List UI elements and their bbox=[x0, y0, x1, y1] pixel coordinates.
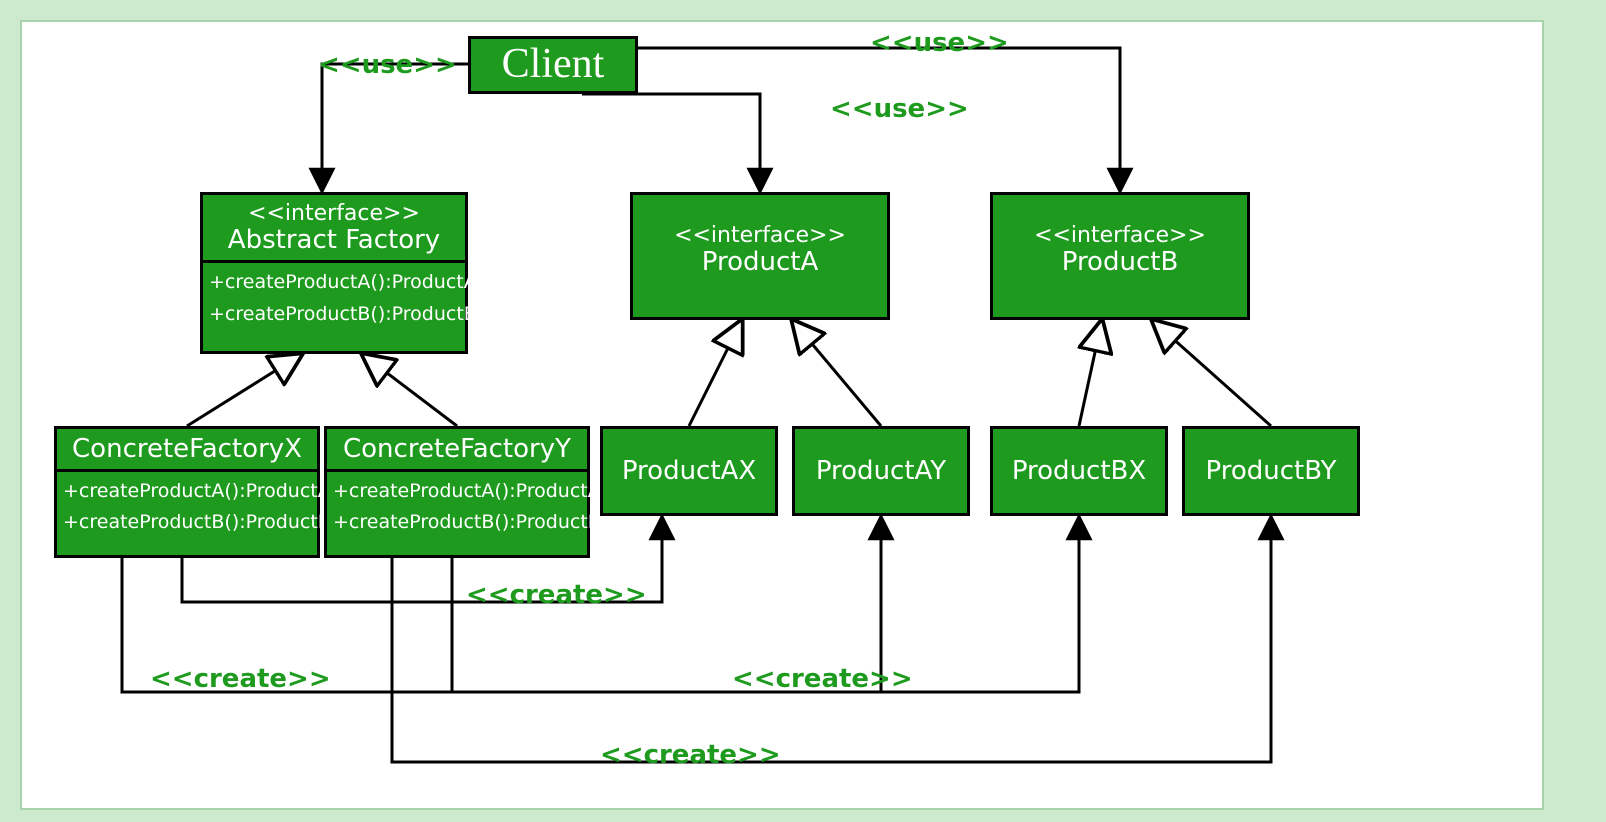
node-client: Client bbox=[468, 36, 638, 94]
concrete-factory-x-title: ConcreteFactoryX bbox=[57, 435, 317, 465]
edge-use-client-pa bbox=[582, 94, 760, 192]
product-by-title: ProductBY bbox=[1185, 429, 1357, 487]
product-a-stereotype: <<interface>> bbox=[633, 223, 887, 248]
abstract-factory-method: +createProductA():ProductA bbox=[203, 267, 465, 298]
edge-label-cfY-pBY: <<create>> bbox=[600, 740, 781, 770]
divider bbox=[57, 469, 317, 472]
node-concrete-factory-x: ConcreteFactoryX +createProductA():Produ… bbox=[54, 426, 320, 558]
edge-pBY-pB bbox=[1152, 320, 1271, 426]
edge-pAY-pA bbox=[792, 320, 881, 426]
concrete-factory-y-title: ConcreteFactoryY bbox=[327, 435, 587, 465]
abstract-factory-title: Abstract Factory bbox=[203, 226, 465, 256]
node-product-ax: ProductAX bbox=[600, 426, 778, 516]
node-product-a: <<interface>> ProductA bbox=[630, 192, 890, 320]
edge-label-cfY-pAY: <<create>> bbox=[732, 664, 913, 694]
edge-label-use-client-af: <<use>> bbox=[318, 50, 457, 80]
node-abstract-factory: <<interface>> Abstract Factory +createPr… bbox=[200, 192, 468, 354]
edge-label-use-client-pb: <<use>> bbox=[870, 28, 1009, 58]
edge-label-cfX-pAX: <<create>> bbox=[466, 580, 647, 610]
client-title: Client bbox=[471, 39, 635, 85]
abstract-factory-stereotype: <<interface>> bbox=[203, 201, 465, 226]
edge-label-cfX-pBX: <<create>> bbox=[150, 664, 331, 694]
node-concrete-factory-y: ConcreteFactoryY +createProductA():Produ… bbox=[324, 426, 590, 558]
edge-pAX-pA bbox=[689, 320, 742, 426]
product-ay-title: ProductAY bbox=[795, 429, 967, 487]
abstract-factory-method: +createProductB():ProductB bbox=[203, 299, 465, 330]
diagram-panel: Client <<interface>> Abstract Factory +c… bbox=[20, 20, 1544, 810]
concrete-factory-x-method: +createProductB():ProductB bbox=[57, 507, 317, 538]
node-product-by: ProductBY bbox=[1182, 426, 1360, 516]
concrete-factory-y-method: +createProductB():ProductB bbox=[327, 507, 587, 538]
concrete-factory-x-method: +createProductA():ProductA bbox=[57, 476, 317, 507]
edge-use-client-af bbox=[322, 64, 468, 192]
node-product-b: <<interface>> ProductB bbox=[990, 192, 1250, 320]
product-a-title: ProductA bbox=[633, 248, 887, 278]
edge-pBX-pB bbox=[1079, 320, 1102, 426]
node-product-bx: ProductBX bbox=[990, 426, 1168, 516]
divider bbox=[203, 260, 465, 263]
divider bbox=[327, 469, 587, 472]
edge-cfY-af bbox=[362, 354, 457, 426]
product-ax-title: ProductAX bbox=[603, 429, 775, 487]
edge-cfX-af bbox=[187, 354, 302, 426]
product-b-stereotype: <<interface>> bbox=[993, 223, 1247, 248]
product-bx-title: ProductBX bbox=[993, 429, 1165, 487]
node-product-ay: ProductAY bbox=[792, 426, 970, 516]
product-b-title: ProductB bbox=[993, 248, 1247, 278]
concrete-factory-y-method: +createProductA():ProductA bbox=[327, 476, 587, 507]
edge-label-use-client-pa: <<use>> bbox=[830, 94, 969, 124]
